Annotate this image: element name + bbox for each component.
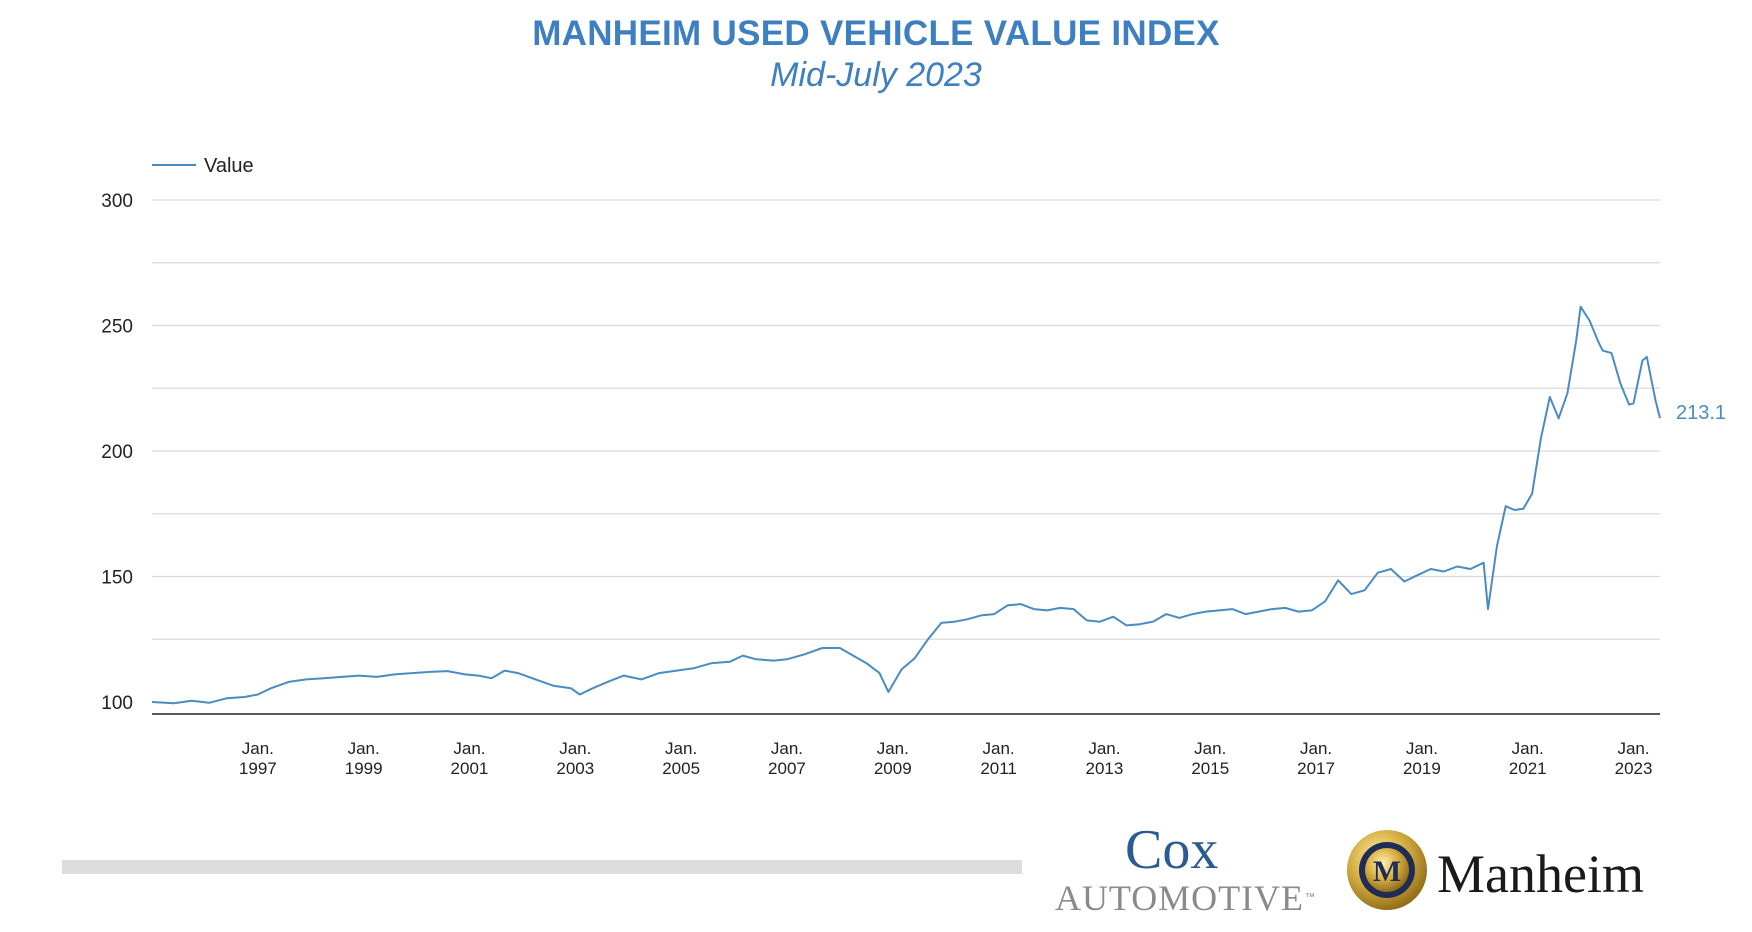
x-tick-label-year: 1999 bbox=[345, 759, 383, 778]
manheim-logo-text: Manheim bbox=[1437, 844, 1644, 904]
x-tick-label-year: 2015 bbox=[1191, 759, 1229, 778]
manheim-badge-letter: M bbox=[1373, 855, 1401, 888]
x-tick-label-month: Jan. bbox=[348, 739, 380, 758]
x-tick-label-year: 2019 bbox=[1403, 759, 1441, 778]
series-line-value bbox=[151, 305, 1661, 705]
x-tick-label-month: Jan. bbox=[242, 739, 274, 758]
x-tick-label-month: Jan. bbox=[559, 739, 591, 758]
y-tick-label: 150 bbox=[101, 568, 133, 589]
trademark-mark: ™ bbox=[1305, 892, 1315, 903]
y-axis-ticks: 100 150 200 250 300 bbox=[101, 191, 133, 714]
x-tick-label-month: Jan. bbox=[1406, 739, 1438, 758]
x-tick-label-month: Jan. bbox=[877, 739, 909, 758]
chart-subtitle: Mid-July 2023 bbox=[770, 56, 982, 94]
x-tick-label-month: Jan. bbox=[1088, 739, 1120, 758]
x-axis-ticks: Jan.1997Jan.1999Jan.2001Jan.2003Jan.2005… bbox=[239, 739, 1653, 778]
automotive-logo-text: AUTOMOTIVE bbox=[1055, 878, 1303, 918]
x-tick-label-month: Jan. bbox=[1194, 739, 1226, 758]
x-tick-label-year: 2007 bbox=[768, 759, 806, 778]
x-tick-label-month: Jan. bbox=[453, 739, 485, 758]
end-value-label: 213.1 bbox=[1676, 402, 1726, 424]
x-tick-label-month: Jan. bbox=[1512, 739, 1544, 758]
footer-bar bbox=[62, 860, 1022, 874]
x-tick-label-year: 2021 bbox=[1509, 759, 1547, 778]
legend-label-value: Value bbox=[204, 155, 254, 177]
x-tick-label-year: 2017 bbox=[1297, 759, 1335, 778]
x-tick-label-year: 2013 bbox=[1086, 759, 1124, 778]
y-tick-label: 250 bbox=[101, 317, 133, 338]
x-tick-label-month: Jan. bbox=[771, 739, 803, 758]
x-tick-label-year: 2005 bbox=[662, 759, 700, 778]
y-tick-label: 200 bbox=[101, 442, 133, 463]
cox-automotive-logo: Cox AUTOMOTIVE ™ bbox=[1055, 820, 1315, 918]
y-tick-label: 100 bbox=[101, 693, 133, 714]
x-tick-label-year: 2023 bbox=[1615, 759, 1653, 778]
legend: Value bbox=[152, 155, 254, 177]
y-tick-label: 300 bbox=[101, 191, 133, 212]
cox-logo-text: Cox bbox=[1125, 820, 1218, 881]
x-tick-label-year: 2009 bbox=[874, 759, 912, 778]
x-tick-label-year: 1997 bbox=[239, 759, 277, 778]
x-tick-label-month: Jan. bbox=[1617, 739, 1649, 758]
x-tick-label-month: Jan. bbox=[983, 739, 1015, 758]
chart-title: MANHEIM USED VEHICLE VALUE INDEX bbox=[532, 14, 1220, 53]
x-tick-label-year: 2003 bbox=[556, 759, 594, 778]
x-tick-label-year: 2001 bbox=[451, 759, 489, 778]
x-tick-label-month: Jan. bbox=[1300, 739, 1332, 758]
x-tick-label-month: Jan. bbox=[665, 739, 697, 758]
gridlines bbox=[152, 199, 1660, 640]
manheim-logo: M Manheim bbox=[1347, 830, 1644, 910]
x-tick-label-year: 2011 bbox=[980, 759, 1017, 778]
